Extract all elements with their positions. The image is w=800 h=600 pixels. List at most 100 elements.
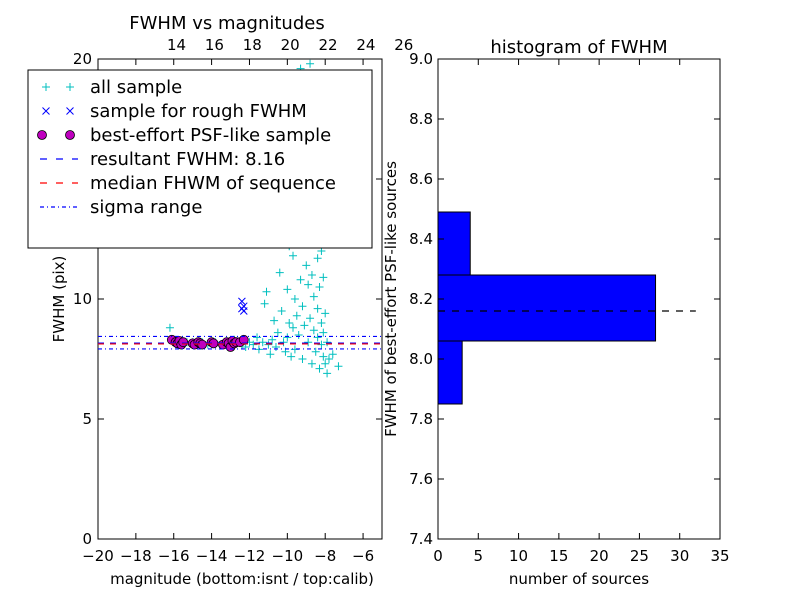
histogram-bar: [437, 274, 657, 342]
x-tick-label: 30: [670, 547, 689, 565]
all-sample-point: [319, 273, 328, 282]
all-sample-point: [298, 355, 307, 363]
x-tick-label: −12: [234, 547, 266, 565]
all-sample-point: [253, 333, 262, 342]
all-sample-point: [264, 340, 273, 349]
psf-like-point: [197, 339, 208, 350]
scatter-x-axis-label: magnitude (bottom:isnt / top:calib): [110, 570, 374, 588]
all-sample-point: [271, 343, 280, 351]
legend-marker-x: [66, 107, 74, 115]
top-axis-tick-label: 14: [167, 36, 186, 54]
all-sample-point: [321, 309, 330, 318]
y-tick-label: 8.8: [409, 110, 433, 128]
legend-marker-circle: [37, 130, 47, 140]
x-tick-label: 20: [590, 547, 609, 565]
all-sample-point: [334, 362, 343, 371]
all-sample-point: [249, 340, 258, 349]
all-sample-point: [277, 307, 286, 315]
psf-like-point: [178, 337, 189, 348]
all-sample-point: [279, 338, 288, 347]
legend-label: sigma range: [90, 197, 202, 218]
x-tick-label: 15: [549, 547, 568, 565]
all-sample-point: [307, 359, 316, 368]
histogram-y-axis: 7.4 7.6 7.8 8.0 8.2 8.4 8.6 8.8 9.0: [409, 50, 720, 548]
all-sample-point: [317, 340, 326, 349]
scatter-legend: all sample sample for rough FWHM best-effo…: [27, 69, 373, 249]
x-tick-label: −18: [120, 547, 152, 565]
top-axis-tick-label: 26: [394, 36, 413, 54]
histogram-bar: [437, 340, 463, 405]
all-sample-point: [324, 355, 333, 363]
all-sample-point: [275, 268, 284, 277]
all-sample-point: [323, 338, 332, 347]
scatter-title: FWHM vs magnitudes: [129, 13, 324, 34]
all-sample-point: [262, 287, 271, 296]
scatter-x-axis: −20 −18 −16 −14 −12 −10 −8 −6: [82, 59, 374, 565]
histogram-title: histogram of FWHM: [490, 37, 667, 58]
x-tick-label: −14: [196, 547, 228, 565]
legend-marker-circle: [65, 130, 75, 140]
top-axis-tick-label: 16: [205, 36, 224, 54]
y-tick-label: 8.4: [409, 230, 433, 248]
all-sample-point: [260, 299, 269, 308]
x-tick-label: −16: [158, 547, 190, 565]
all-sample-point: [306, 314, 315, 323]
legend-marker-plus: [42, 83, 50, 91]
all-sample-point: [307, 271, 316, 279]
top-axis-tick-label: 18: [243, 36, 262, 54]
all-sample-point: [268, 335, 277, 344]
all-sample-point: [302, 261, 311, 270]
all-sample-point: [317, 319, 326, 327]
histogram-panel: histogram of FWHM 0 5 10 15 20 25 30 35 7.47.67…: [382, 37, 730, 588]
y-tick-label: 8.0: [409, 350, 433, 368]
y-tick-label: 7.6: [409, 470, 433, 488]
x-tick-label: 0: [433, 547, 443, 565]
all-sample-point: [289, 323, 298, 332]
all-sample-point: [304, 338, 313, 347]
all-sample-point: [298, 302, 307, 311]
legend-label: best-effort PSF-like sample: [90, 125, 331, 146]
all-sample-point: [306, 59, 315, 68]
all-sample-point: [313, 254, 322, 263]
scatter-panel: FWHM vs magnitudes −20 −18 −16 −14 −12 −10 −8−…: [27, 13, 413, 588]
all-sample-point: [294, 331, 303, 339]
y-tick-label: 8.2: [409, 290, 433, 308]
x-tick-label: 25: [630, 547, 649, 565]
all-sample-point: [319, 328, 328, 337]
all-sample-point: [289, 251, 298, 260]
legend-label: resultant FWHM: 8.16: [90, 149, 285, 170]
legend-label: median FHWM of sequence: [90, 173, 336, 194]
all-sample-point: [304, 280, 313, 289]
all-sample-point: [287, 352, 296, 361]
legend-marker-x: [42, 107, 50, 115]
y-tick-label: 7.4: [409, 530, 433, 548]
histogram-bars: [437, 211, 657, 405]
all-sample-point: [290, 295, 299, 303]
all-sample-point: [292, 311, 301, 320]
rough-fwhm-point: [239, 307, 248, 315]
legend-label: sample for rough FWHM: [90, 101, 307, 122]
top-axis-tick-label: 22: [318, 36, 337, 54]
all-sample-point: [266, 350, 275, 359]
y-tick-label: 7.8: [409, 410, 433, 428]
all-sample-point: [283, 285, 292, 294]
histogram-x-axis-label: number of sources: [509, 570, 649, 588]
all-sample-point: [323, 369, 332, 378]
x-tick-label: 10: [509, 547, 528, 565]
scatter-top-axis: 14 16 18 20 22 24 26: [167, 36, 413, 54]
all-sample-point: [315, 364, 324, 373]
x-tick-label: −8: [314, 547, 336, 565]
all-sample-point: [313, 304, 322, 313]
all-sample-point: [285, 319, 294, 327]
all-sample-point: [300, 321, 309, 330]
all-sample-point: [321, 359, 330, 368]
all-sample-point: [283, 333, 292, 342]
all-sample-point: [319, 352, 328, 361]
legend-label: all sample: [90, 77, 182, 98]
all-sample-point: [315, 283, 324, 291]
y-tick-label: 0: [82, 530, 92, 548]
all-sample-point: [309, 326, 318, 335]
all-sample-point: [296, 275, 305, 284]
x-tick-label: 5: [474, 547, 484, 565]
y-tick-label: 10: [73, 290, 92, 308]
